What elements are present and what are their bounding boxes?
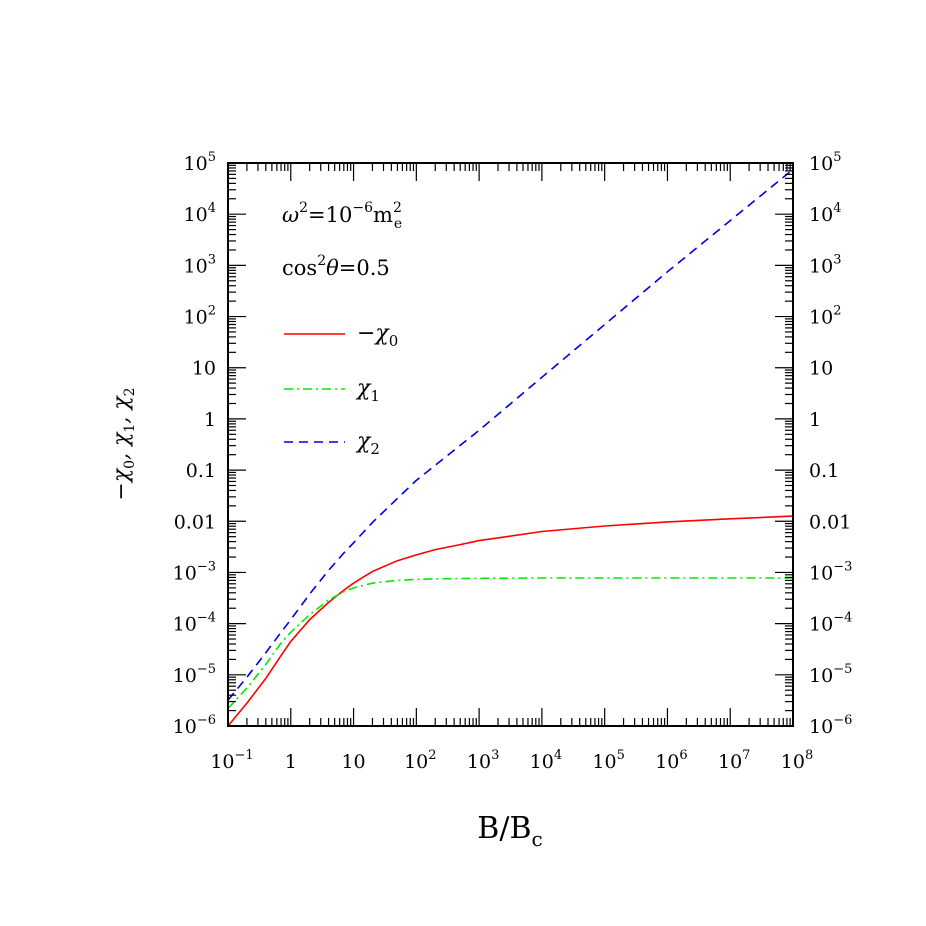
y-tick-label-right: 0.01 [809,511,851,533]
y-tick-label-right: 10−4 [809,611,852,636]
x-tick-label: 1 [285,751,297,773]
series-layer [227,168,794,727]
annotation-0: ω2=10−6m2 e [282,200,402,232]
legend-label-2: χ2 [355,429,380,458]
ticks-layer [227,162,794,727]
annotation-1: cos2θ=0.5 [282,253,390,280]
x-tick-label: 108 [781,748,813,773]
y-tick-label-right: 1 [809,409,821,431]
y-tick-label-left: 10−5 [173,662,216,687]
legend-label-0: −χ0 [357,321,398,350]
x-tick-label: 102 [404,748,436,773]
tick-labels-layer: 10−1 1 10 102 103 104 105 106 107 108 10−6 10−6 10−5… [173,150,853,773]
x-tick-label: 10 [341,751,365,773]
y-tick-label-left: 102 [184,304,216,329]
y-tick-label-left: 1 [204,409,216,431]
annotations-layer: ω2=10−6m2 e cos2θ=0.5 [282,200,402,280]
x-tick-label: 105 [592,748,624,773]
axis-titles-layer: B/Bc −χ0, χ1, χ2 [109,387,543,851]
y-tick-label-right: 105 [809,150,841,175]
y-tick-label-right: 103 [809,252,841,277]
y-tick-label-right: 10−5 [809,662,852,687]
y-tick-label-right: 0.1 [809,460,839,482]
legend: −χ0 χ1 χ2 [284,321,398,458]
y-tick-label-right: 10−6 [809,713,852,738]
plot-frame [227,162,794,727]
y-tick-label-right: 102 [809,304,841,329]
series-line-2 [227,168,794,701]
x-tick-label: 103 [467,748,499,773]
y-tick-label-left: 0.01 [174,511,216,533]
y-tick-label-left: 103 [184,252,216,277]
legend-label-1: χ1 [355,376,380,405]
series-line-0 [227,515,794,727]
y-tick-label-left: 10−4 [173,611,216,636]
y-tick-label-left: 0.1 [186,460,216,482]
y-tick-label-left: 105 [184,150,216,175]
x-tick-label: 107 [718,748,750,773]
y-tick-label-left: 10−3 [173,559,216,584]
y-tick-label-right: 104 [809,201,841,226]
x-tick-label: 10−1 [210,748,253,773]
y-axis-title: −χ0, χ1, χ2 [109,387,138,500]
y-tick-label-right: 10 [809,358,833,380]
y-tick-label-right: 10−3 [809,559,852,584]
y-tick-label-left: 104 [184,201,216,226]
series-line-1 [227,577,793,710]
x-tick-label: 106 [655,748,687,773]
x-tick-label: 104 [530,748,562,773]
y-tick-label-left: 10−6 [173,713,216,738]
x-axis-title: B/Bc [477,811,542,851]
y-tick-label-left: 10 [192,358,216,380]
